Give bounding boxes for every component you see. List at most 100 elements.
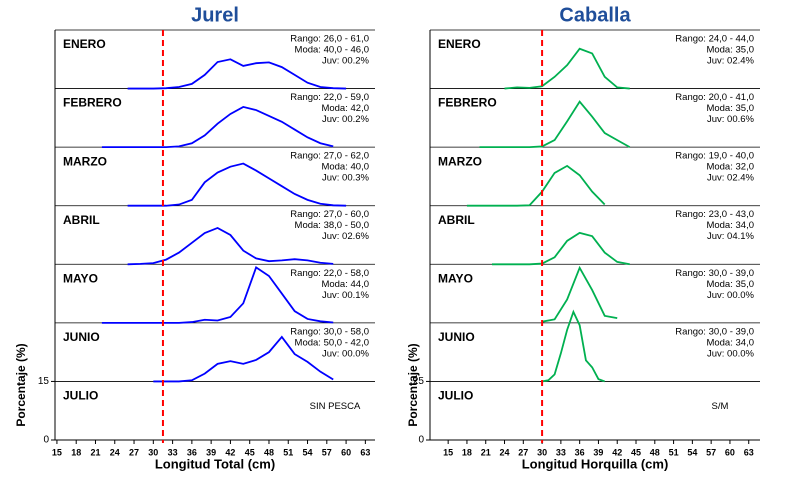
annotation: Moda: 40,0 — [321, 162, 369, 173]
annotation: Moda: 32,0 — [706, 162, 754, 173]
annotation: Juv: 02.6% — [322, 231, 370, 242]
x-tick-label: 51 — [669, 447, 679, 457]
y-tick-label: 25 — [413, 376, 425, 387]
annotation: S/M — [712, 401, 729, 412]
annotation: Rango: 30,0 - 39,0 — [675, 326, 754, 337]
annotation: Moda: 35,0 — [706, 45, 754, 56]
x-tick-label: 21 — [481, 447, 491, 457]
annotation: Rango: 27,0 - 60,0 — [290, 209, 369, 220]
x-tick-label: 33 — [168, 447, 178, 457]
x-tick-label: 39 — [206, 447, 216, 457]
month-label: MARZO — [438, 154, 482, 168]
annotation: Rango: 24,0 - 44,0 — [675, 34, 754, 45]
annotation: Juv: 00.0% — [707, 348, 755, 359]
x-tick-label: 45 — [245, 447, 255, 457]
annotation: Juv: 00.1% — [322, 290, 370, 301]
x-axis-label: Longitud Horquilla (cm) — [522, 456, 669, 471]
x-tick-label: 54 — [687, 447, 697, 457]
y-tick-label: 15 — [38, 376, 50, 387]
distribution-line — [491, 231, 630, 266]
x-tick-label: 54 — [303, 447, 313, 457]
annotation: Moda: 35,0 — [706, 279, 754, 290]
annotation: Juv: 00.2% — [322, 56, 370, 67]
x-tick-label: 27 — [518, 447, 528, 457]
x-tick-label: 57 — [706, 447, 716, 457]
annotation: Juv: 00.6% — [707, 114, 755, 125]
annotation: Moda: 40,0 - 46,0 — [295, 45, 369, 56]
x-tick-label: 18 — [71, 447, 81, 457]
y-axis-label: Porcentaje (%) — [14, 343, 28, 426]
annotation: Juv: 04.1% — [707, 231, 755, 242]
annotation: Rango: 20,0 - 41,0 — [675, 92, 754, 103]
x-tick-label: 39 — [593, 447, 603, 457]
x-tick-label: 42 — [225, 447, 235, 457]
distribution-line — [127, 162, 347, 207]
x-tick-label: 36 — [187, 447, 197, 457]
annotation: Moda: 34,0 — [706, 220, 754, 231]
y-axis-label: Porcentaje (%) — [406, 343, 420, 426]
annotation: SIN PESCA — [310, 401, 361, 412]
distribution-line — [541, 309, 606, 383]
distribution-line — [101, 105, 334, 149]
month-label: FEBRERO — [438, 96, 497, 110]
annotation: Moda: 38,0 - 50,0 — [295, 220, 369, 231]
x-tick-label: 24 — [500, 447, 510, 457]
annotation: Rango: 27,0 - 62,0 — [290, 151, 369, 162]
x-tick-label: 24 — [110, 447, 120, 457]
distribution-line — [101, 266, 334, 324]
distribution-line — [153, 335, 334, 383]
annotation: Rango: 23,0 - 43,0 — [675, 209, 754, 220]
annotation: Juv: 02.4% — [707, 56, 755, 67]
annotation: Moda: 42,0 — [321, 103, 369, 114]
x-tick-label: 33 — [556, 447, 566, 457]
chart-title: Jurel — [191, 4, 239, 26]
x-tick-label: 18 — [462, 447, 472, 457]
x-tick-label: 60 — [341, 447, 351, 457]
month-label: JULIO — [438, 389, 473, 403]
x-tick-label: 42 — [612, 447, 622, 457]
month-label: ENERO — [63, 37, 106, 51]
annotation: Rango: 22,0 - 58,0 — [290, 268, 369, 279]
x-tick-label: 15 — [52, 447, 62, 457]
x-axis-label: Longitud Total (cm) — [155, 456, 275, 471]
annotation: Juv: 00.2% — [322, 114, 370, 125]
month-label: MAYO — [63, 271, 98, 285]
x-tick-label: 30 — [537, 447, 547, 457]
x-tick-label: 63 — [744, 447, 754, 457]
month-label: ENERO — [438, 37, 481, 51]
x-tick-label: 27 — [129, 447, 139, 457]
month-label: MAYO — [438, 271, 473, 285]
month-label: JUNIO — [438, 330, 475, 344]
month-label: MARZO — [63, 154, 107, 168]
annotation: Rango: 26,0 - 61,0 — [290, 34, 369, 45]
distribution-line — [466, 164, 606, 207]
distribution-line — [541, 265, 618, 323]
chart-title: Caballa — [559, 4, 631, 26]
annotation: Moda: 35,0 — [706, 103, 754, 114]
x-tick-label: 15 — [443, 447, 453, 457]
annotation: Juv: 00.0% — [707, 290, 755, 301]
x-tick-label: 60 — [725, 447, 735, 457]
annotation: Rango: 30,0 - 58,0 — [290, 326, 369, 337]
y-tick-label: 0 — [418, 435, 424, 446]
distribution-line — [504, 47, 630, 90]
annotation: Moda: 34,0 — [706, 337, 754, 348]
month-label: ABRIL — [438, 213, 475, 227]
annotation: Rango: 30,0 - 39,0 — [675, 268, 754, 279]
distribution-line — [479, 100, 631, 149]
x-tick-label: 36 — [575, 447, 585, 457]
annotation: Rango: 22,0 - 59,0 — [290, 92, 369, 103]
x-tick-label: 48 — [650, 447, 660, 457]
month-label: ABRIL — [63, 213, 100, 227]
x-tick-label: 63 — [360, 447, 370, 457]
y-tick-label: 0 — [43, 435, 49, 446]
annotation: Moda: 50,0 - 42,0 — [295, 337, 369, 348]
x-tick-label: 30 — [148, 447, 158, 457]
x-tick-label: 48 — [264, 447, 274, 457]
annotation: Rango: 19,0 - 40,0 — [675, 151, 754, 162]
month-label: JUNIO — [63, 330, 100, 344]
annotation: Juv: 00.3% — [322, 173, 370, 184]
annotation: Juv: 00.0% — [322, 348, 370, 359]
x-tick-label: 51 — [283, 447, 293, 457]
